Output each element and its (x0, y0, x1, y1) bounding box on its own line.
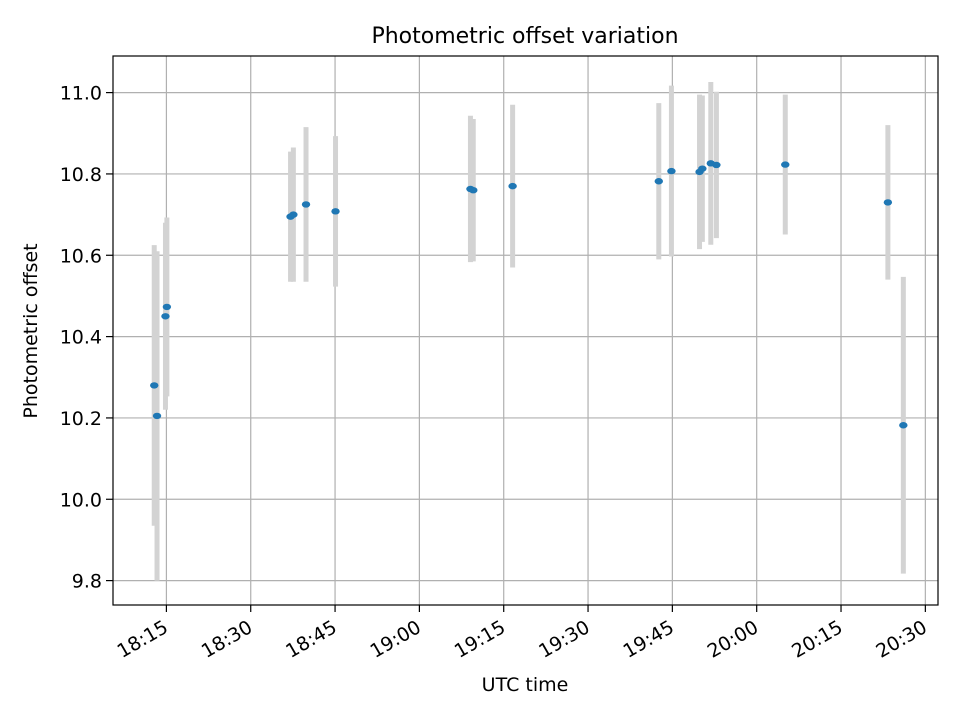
data-point (654, 178, 663, 185)
x-tick-label: 19:45 (619, 616, 677, 662)
data-point (152, 412, 162, 420)
plot-area-frame (112, 55, 939, 606)
x-axis-label: UTC time (482, 674, 569, 696)
y-tick-label: 10.0 (60, 489, 102, 511)
error-bars (151, 82, 906, 581)
x-tick-label: 18:15 (113, 616, 171, 662)
chart-title: Photometric offset variation (371, 24, 678, 49)
data-point (289, 211, 298, 218)
y-tick-label: 10.2 (60, 408, 102, 430)
data-point (150, 382, 159, 389)
x-tick-label: 20:00 (704, 616, 762, 662)
y-tick-label: 10.6 (60, 245, 102, 267)
data-point (301, 201, 311, 208)
x-tick-label: 19:30 (535, 616, 593, 662)
x-tick-label: 20:30 (872, 616, 930, 662)
data-point (883, 199, 893, 206)
x-tick-label: 19:00 (366, 616, 424, 662)
data-point (331, 208, 340, 215)
x-tick-label: 19:15 (451, 616, 509, 662)
x-tick-label: 18:45 (282, 616, 340, 662)
data-point (712, 161, 721, 169)
data-point (508, 182, 517, 190)
x-tick-label: 18:30 (198, 616, 256, 662)
data-point (469, 187, 478, 194)
y-tick-label: 10.4 (60, 327, 102, 349)
data-point (781, 161, 790, 168)
data-point (667, 167, 676, 175)
data-point (162, 303, 172, 311)
axis-ticks: 18:15 18:30 18:45 19:00 19:15 19:30 19:45 20:00… (60, 83, 931, 663)
y-tick-label: 9.8 (72, 571, 102, 593)
y-tick-label: 10.8 (60, 164, 102, 186)
data-point (899, 422, 908, 429)
y-axis-label: Photometric offset (20, 243, 42, 418)
data-point (161, 313, 170, 320)
x-tick-label: 20:15 (788, 616, 846, 662)
y-tick-label: 11.0 (60, 83, 102, 105)
grid-lines (113, 56, 938, 605)
data-points (150, 160, 908, 429)
data-point (698, 165, 707, 172)
